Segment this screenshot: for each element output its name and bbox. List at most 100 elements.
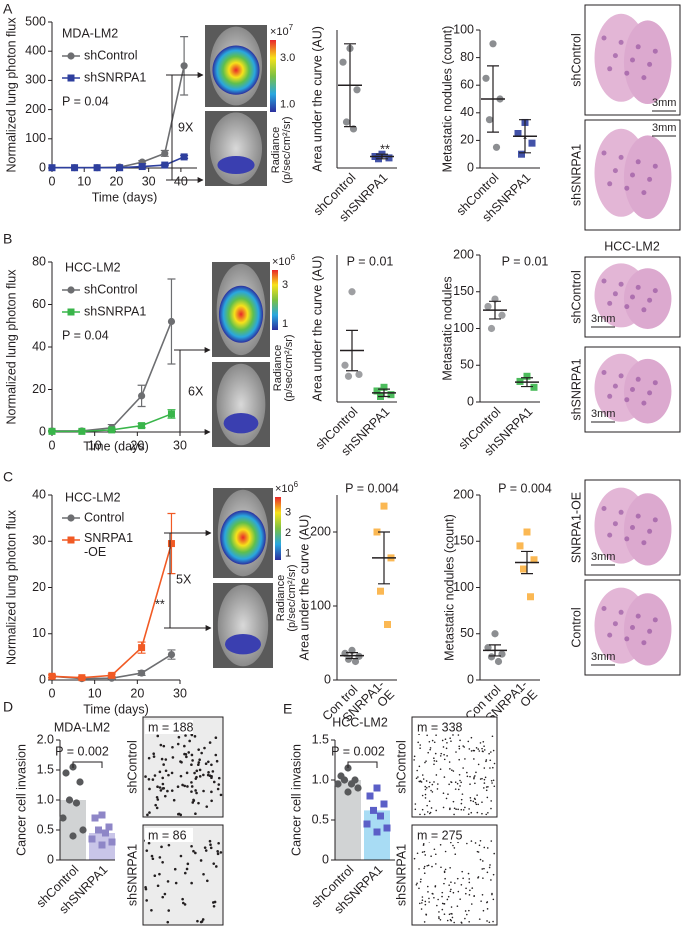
cell xyxy=(479,742,482,744)
histology-label: shSNRPA1 xyxy=(569,358,583,420)
cell xyxy=(413,857,416,860)
colorbar-multiplier: ×10 xyxy=(272,256,291,268)
x-tick-label: 0 xyxy=(49,438,56,452)
cell xyxy=(425,913,427,916)
cell xyxy=(450,881,452,884)
panel-letter: A xyxy=(3,1,13,17)
colorbar-multiplier: ×10 xyxy=(270,26,289,38)
signal xyxy=(218,285,264,343)
cell xyxy=(492,898,495,901)
radiance-title: Radiance xyxy=(270,127,282,173)
cell xyxy=(468,808,470,810)
cell xyxy=(465,887,467,890)
cell xyxy=(486,920,488,922)
cell xyxy=(458,773,461,776)
cell xyxy=(197,761,201,764)
cell xyxy=(479,840,482,842)
cell xyxy=(151,778,155,781)
cell xyxy=(481,801,483,803)
cell xyxy=(434,885,437,888)
cell xyxy=(485,786,488,788)
data-point xyxy=(355,370,363,379)
data-point xyxy=(492,143,501,151)
colorbar-tick: 1 xyxy=(282,318,288,330)
data-point xyxy=(116,164,124,172)
cell xyxy=(470,736,473,739)
cell xyxy=(181,897,184,901)
cell xyxy=(448,913,451,916)
histology-label: shSNRPA1 xyxy=(569,144,583,206)
cell xyxy=(184,752,188,756)
cell xyxy=(214,736,218,740)
data-point xyxy=(65,796,74,804)
nodule xyxy=(641,307,647,313)
annotation: P = 0.004 xyxy=(498,481,552,495)
cell xyxy=(210,799,213,803)
y-tick-label: 60 xyxy=(32,297,46,311)
cell xyxy=(491,735,494,738)
nodule xyxy=(601,278,607,284)
image-count: m = 275 xyxy=(417,828,463,842)
cell xyxy=(156,884,160,888)
y-axis-label: Area under the curve (AU) xyxy=(310,256,324,402)
cell xyxy=(418,902,421,905)
cell xyxy=(490,800,492,802)
cell xyxy=(449,768,451,770)
legend-label: Control xyxy=(84,510,124,524)
error-bar xyxy=(344,43,356,128)
cell xyxy=(483,782,486,784)
nodule xyxy=(607,632,613,638)
nodule xyxy=(618,509,624,515)
fold-bracket xyxy=(164,532,171,629)
cell xyxy=(201,918,205,921)
cell xyxy=(156,734,160,738)
cell xyxy=(450,888,452,891)
cell xyxy=(485,759,488,761)
data-point xyxy=(108,838,116,846)
cell xyxy=(482,877,484,879)
y-tick-label: 0 xyxy=(39,160,46,174)
cell xyxy=(419,813,421,816)
cell xyxy=(195,769,199,773)
data-point xyxy=(482,74,490,82)
data-point xyxy=(383,824,391,832)
y-tick-label: 30 xyxy=(32,534,46,548)
y-tick-label: 150 xyxy=(453,534,474,548)
y-tick-label: 100 xyxy=(453,321,474,335)
cell xyxy=(424,785,427,788)
error-bar xyxy=(521,550,533,575)
cell xyxy=(159,789,163,792)
data-point xyxy=(91,814,99,822)
cell xyxy=(420,878,422,881)
y-tick-label: 400 xyxy=(25,43,46,57)
colorbar-tick: 3 xyxy=(282,279,288,291)
cell xyxy=(463,746,466,748)
cell xyxy=(217,776,221,780)
cell xyxy=(147,777,151,781)
cell xyxy=(457,890,460,893)
cell xyxy=(443,913,446,915)
cell xyxy=(433,781,435,783)
nodule xyxy=(652,288,658,294)
data-point xyxy=(528,139,536,147)
data-point xyxy=(102,829,109,837)
cell xyxy=(190,781,193,784)
x-axis-label: Time (days) xyxy=(92,190,158,204)
cell xyxy=(488,921,491,924)
cell xyxy=(440,752,443,755)
cell xyxy=(469,799,472,802)
cell xyxy=(426,734,428,737)
cell xyxy=(443,776,446,778)
nodule xyxy=(641,400,647,406)
cell xyxy=(439,918,442,921)
data-point xyxy=(494,657,503,666)
cell xyxy=(474,801,477,804)
nodule xyxy=(601,370,607,375)
cell xyxy=(433,759,436,762)
data-point xyxy=(370,806,377,814)
cell xyxy=(468,909,470,912)
cell xyxy=(200,920,204,923)
y-tick-label: 100 xyxy=(453,22,474,36)
y-tick-label: 150 xyxy=(453,284,474,298)
legend-marker xyxy=(67,536,75,544)
